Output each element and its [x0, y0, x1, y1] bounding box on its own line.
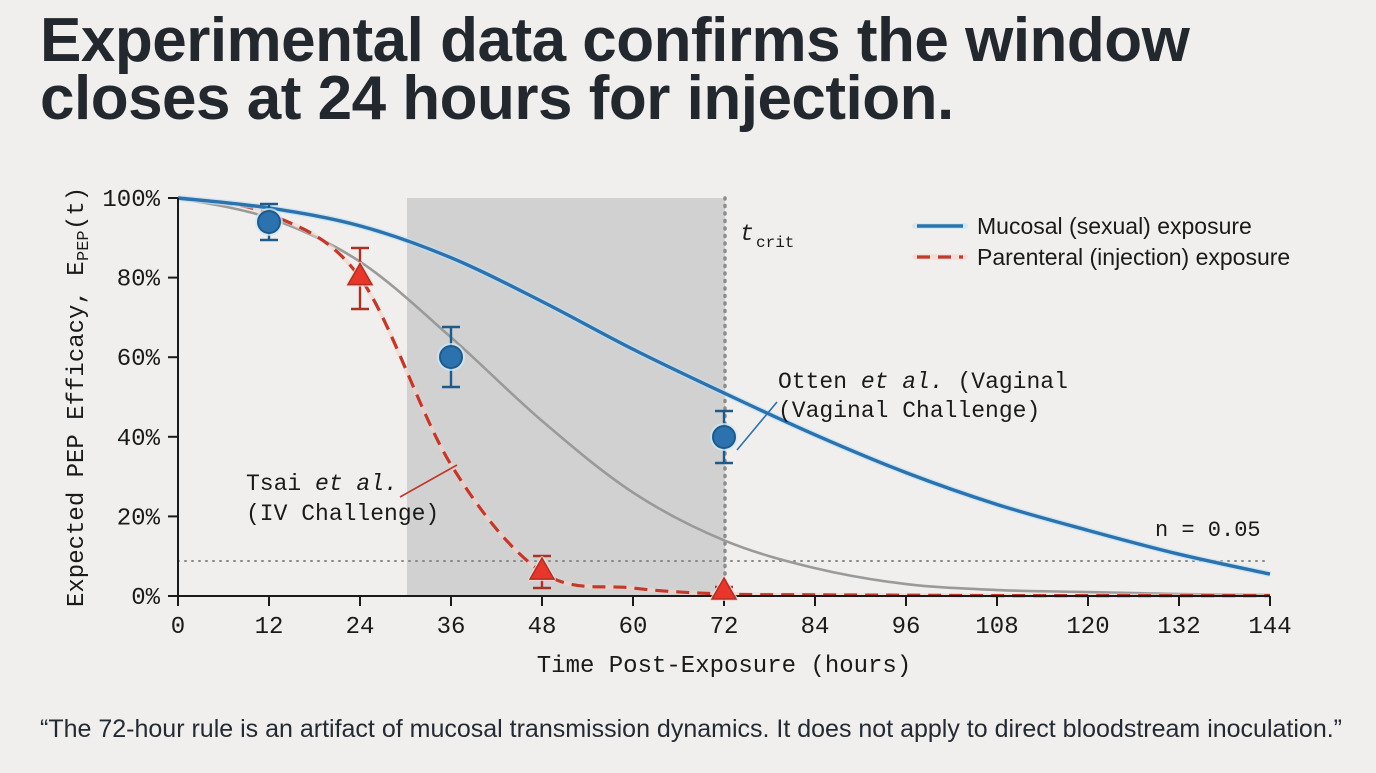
svg-text:132: 132: [1157, 614, 1200, 641]
svg-text:80%: 80%: [117, 267, 161, 294]
svg-text:n = 0.05: n = 0.05: [1155, 518, 1261, 543]
svg-text:12: 12: [255, 614, 284, 641]
svg-text:t: t: [740, 221, 754, 247]
svg-text:96: 96: [892, 614, 921, 641]
svg-text:100%: 100%: [102, 187, 160, 214]
svg-text:20%: 20%: [117, 505, 161, 532]
svg-text:Parenteral (injection) exposur: Parenteral (injection) exposure: [977, 244, 1290, 270]
svg-text:60: 60: [619, 614, 648, 641]
svg-text:(IV Challenge): (IV Challenge): [246, 501, 439, 527]
svg-text:60%: 60%: [117, 346, 161, 373]
svg-text:108: 108: [975, 614, 1018, 641]
svg-text:Expected PEP Efficacy, E: Expected PEP Efficacy, E: [64, 261, 91, 607]
svg-text:72: 72: [710, 614, 739, 641]
svg-text:0%: 0%: [131, 585, 160, 612]
svg-text:40%: 40%: [117, 426, 161, 453]
svg-text:84: 84: [801, 614, 830, 641]
svg-text:(Vaginal Challenge): (Vaginal Challenge): [778, 398, 1040, 424]
svg-text:Time Post-Exposure (hours): Time Post-Exposure (hours): [537, 653, 911, 680]
svg-text:crit: crit: [756, 234, 794, 252]
svg-text:Tsai et al.: Tsai et al.: [246, 471, 398, 497]
svg-text:120: 120: [1066, 614, 1109, 641]
svg-text:(t): (t): [64, 187, 91, 230]
svg-text:PEP: PEP: [75, 230, 94, 261]
svg-text:Otten et al. (Vaginal: Otten et al. (Vaginal: [778, 369, 1068, 395]
svg-text:48: 48: [528, 614, 557, 641]
svg-text:36: 36: [437, 614, 466, 641]
svg-text:0: 0: [171, 614, 185, 641]
svg-text:24: 24: [346, 614, 375, 641]
svg-text:Mucosal (sexual) exposure: Mucosal (sexual) exposure: [977, 213, 1252, 239]
svg-text:144: 144: [1248, 614, 1291, 641]
